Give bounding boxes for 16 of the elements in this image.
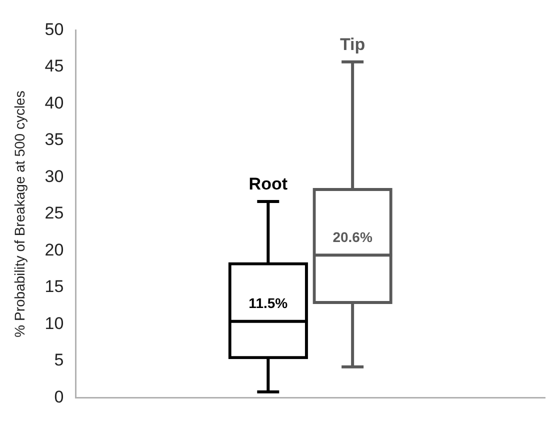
y-axis-title: % Probability of Breakage at 500 cycles [11,90,28,338]
y-tick-label: 5 [54,350,64,370]
y-tick-label: 40 [44,93,64,112]
y-tick-label: 45 [44,56,64,76]
annotation: 20.6% [332,229,373,246]
y-tick-label: 30 [44,166,64,186]
y-tick-label: 25 [44,204,64,223]
y-tick-label: 50 [44,20,64,39]
y-tick-label: 20 [44,240,64,260]
x-tick-label: Tip [340,35,366,54]
annotation: 11.5% [248,295,288,312]
y-tick-label: 10 [44,314,64,333]
x-tick-label: Root [248,174,288,194]
y-tick-label: 0 [54,387,64,406]
y-tick-label: 35 [44,130,64,150]
y-tick-label: 15 [44,277,64,296]
